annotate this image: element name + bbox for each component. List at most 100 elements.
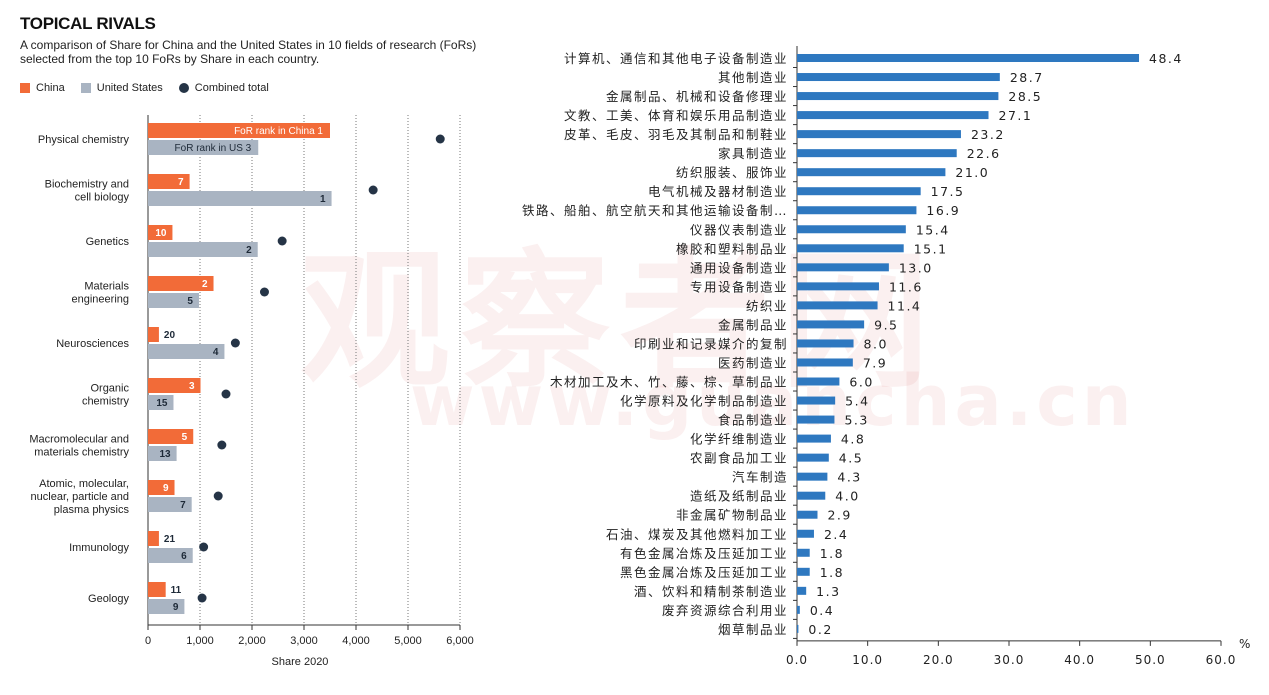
us-rank-label: 4 [213,347,219,358]
data-label: 1.8 [820,565,844,580]
us-rank-label: 1 [320,194,326,205]
category-label: 烟草制品业 [718,622,788,637]
value-bar [797,377,840,386]
legend-swatch-china [20,83,30,93]
value-bar [797,624,799,633]
china-bar [148,123,330,138]
data-label: 0.4 [810,603,834,618]
value-bar [797,567,810,576]
us-bar [148,548,193,563]
china-rank-label: 11 [171,585,182,596]
legend-swatch-us [80,83,91,93]
value-bar [797,529,814,538]
value-bar [797,320,865,329]
data-label: 1.8 [820,546,844,561]
value-bar [797,415,835,424]
data-label: 4.0 [835,489,859,504]
x-tick-label: 1,000 [186,635,214,647]
category-label: 专用设备制造业 [690,279,788,294]
data-label: 27.1 [999,108,1033,123]
data-label: 8.0 [864,336,888,351]
us-rank-label: FoR rank in US 3 [175,143,252,154]
data-label: 22.6 [967,146,1001,161]
combined-total-dot [277,236,287,246]
category-label: 黑色金属冶炼及压延加工业 [620,565,788,580]
china-bar [148,174,190,189]
value-bar [797,92,999,101]
china-rank-label: FoR rank in China 1 [234,126,323,137]
china-rank-label: 3 [189,381,195,392]
legend-swatch-total [178,83,189,93]
category-label: 化学纤维制造业 [690,432,788,447]
category-label: 汽车制造 [732,470,788,485]
x-tick-label: 6,000 [446,635,474,647]
category-label: 非金属矿物制品业 [676,508,788,523]
combined-total-dot [199,542,209,552]
data-label: 15.1 [914,241,948,256]
us-bar [148,446,177,461]
value-bar [797,206,917,215]
legend-label-us: United States [96,82,163,94]
china-bar [148,480,175,495]
data-label: 5.4 [845,394,869,409]
data-label: 7.9 [863,355,887,370]
china-rank-label: 21 [164,534,176,545]
x-tick-label: 20.0 [923,653,954,667]
combined-total-dot [368,185,378,195]
value-bar [797,548,810,557]
category-label: 纺织服装、服饰业 [676,165,788,180]
combined-total-dot [435,134,445,144]
us-rank-label: 13 [159,449,171,460]
category-label: 通用设备制造业 [690,260,788,275]
category-label: 金属制品、机械和设备修理业 [606,89,788,104]
right-unit-label: % [1239,637,1251,651]
x-tick-label: 60.0 [1206,653,1237,667]
category-label: 石油、煤炭及其他燃料加工业 [606,527,788,542]
category-label: Macromolecular and [29,434,129,446]
x-tick-label: 30.0 [994,653,1025,667]
category-label: 皮革、毛皮、羽毛及其制品和制鞋业 [564,127,788,142]
value-bar [797,187,921,196]
category-label: 铁路、船舶、航空航天和其他运输设备制… [522,203,788,218]
data-label: 11.4 [888,298,922,313]
category-label: cell biology [75,192,130,204]
value-bar [797,244,904,253]
category-label: 计算机、通信和其他电子设备制造业 [564,51,788,66]
china-bar [148,276,214,291]
data-label: 2.4 [824,527,848,542]
us-bar [148,191,332,206]
data-label: 28.5 [1008,89,1042,104]
combined-total-dot [217,440,227,450]
us-bar [148,599,185,614]
china-rank-label: 7 [178,177,184,188]
category-label: materials chemistry [34,447,129,459]
left-chart: 0 1,000 2,000 3,000 4,000 5,000 6,000 Share 202… [29,115,474,668]
data-label: 0.2 [808,622,832,637]
combined-total-dot [213,491,223,501]
x-tick-label: 0 [145,635,151,647]
category-label: 有色金属冶炼及压延加工业 [620,546,788,561]
data-label: 11.6 [889,279,923,294]
category-label: 印刷业和记录媒介的复制 [634,336,788,351]
us-rank-label: 9 [173,602,179,613]
value-bar [797,396,836,405]
value-bar [797,54,1140,62]
us-bar [148,497,192,512]
data-label: 28.7 [1010,70,1044,85]
data-label: 48.4 [1149,51,1183,66]
china-bar [148,327,159,342]
value-bar [797,605,800,614]
category-label: Organic [90,383,129,395]
us-bar [148,242,258,257]
legend-label-total: Combined total [194,82,269,94]
us-rank-label: 7 [180,500,186,511]
x-tick-label: 5,000 [394,635,422,647]
category-label: Neurosciences [56,338,129,350]
us-rank-label: 2 [246,245,252,256]
category-label: 文教、工美、体育和娱乐用品制造业 [564,108,788,123]
us-rank-label: 6 [181,551,187,562]
category-label: 农副食品加工业 [690,451,788,466]
category-label: 医药制造业 [718,355,788,370]
value-bar [797,111,989,120]
category-label: 木材加工及木、竹、藤、棕、草制品业 [550,375,788,390]
